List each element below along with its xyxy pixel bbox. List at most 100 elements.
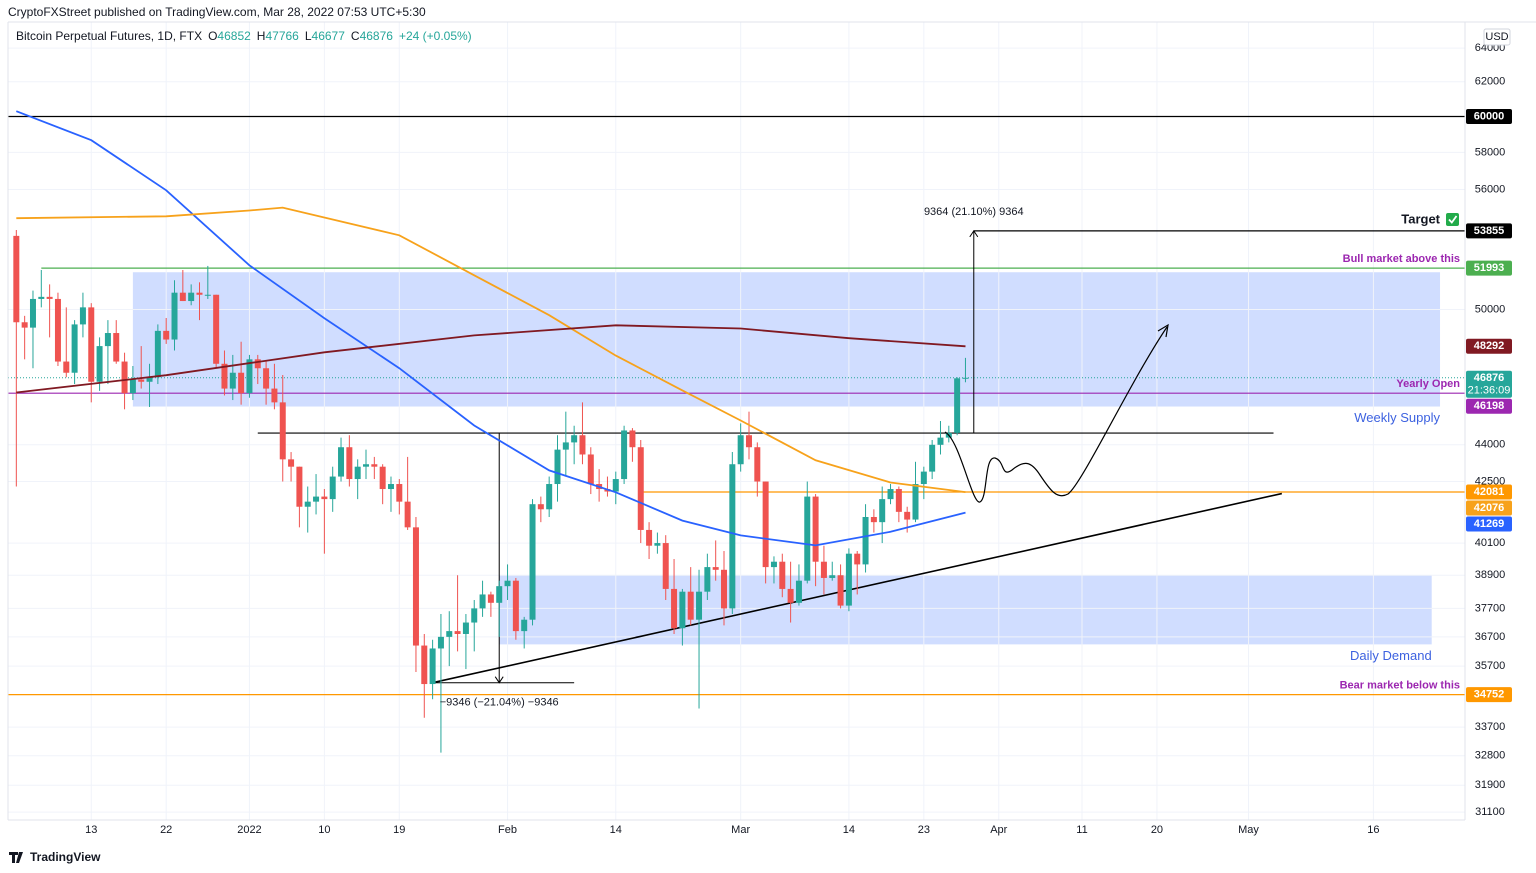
price-label-box — [1466, 516, 1512, 532]
candle-body — [354, 466, 361, 480]
candle-body — [146, 377, 153, 382]
target-label: Target — [1401, 211, 1440, 226]
candle-body — [646, 529, 653, 546]
candle-body — [179, 292, 186, 302]
candle-body — [829, 575, 836, 578]
candle-body — [296, 466, 303, 507]
candle-body — [529, 504, 536, 620]
candle-body — [770, 561, 777, 568]
x-tick-label: 19 — [393, 824, 405, 836]
projection-path — [944, 326, 1168, 503]
currency-box[interactable] — [1483, 28, 1511, 46]
candle-body — [63, 361, 70, 373]
candle-body — [762, 481, 769, 568]
text-layer: Weekly Supply Daily Demand 13 22 2022 10 19 Feb… — [85, 42, 1512, 836]
zone-label: Daily Demand — [1350, 648, 1432, 663]
zone-label: Weekly Supply — [1354, 410, 1440, 425]
close-value: 46876 — [360, 29, 394, 43]
candle-body — [363, 464, 370, 467]
candle-body — [795, 580, 802, 603]
candle-body — [870, 516, 877, 523]
price-label: 46198 — [1474, 400, 1505, 412]
check-icon — [1446, 213, 1459, 226]
candle-body — [471, 608, 478, 623]
price-label-box — [1466, 338, 1512, 354]
candle-body — [512, 580, 519, 632]
candle-body — [379, 466, 386, 490]
candle-body — [912, 484, 919, 520]
candle-body — [88, 307, 95, 382]
candle-body — [196, 292, 203, 295]
candle-body — [629, 430, 636, 448]
candle-body — [571, 435, 578, 443]
candle-body — [396, 484, 403, 502]
candle-body — [96, 346, 103, 382]
y-tick-label: 42500 — [1475, 475, 1506, 487]
candle-body — [213, 294, 220, 364]
candle-body — [496, 586, 503, 603]
price-label-box — [1466, 687, 1512, 703]
x-tick-label: 10 — [318, 824, 330, 836]
candle-body — [696, 591, 703, 620]
candle-body — [204, 294, 211, 296]
candle-body — [54, 298, 61, 362]
y-tick-label: 35700 — [1475, 660, 1506, 672]
moving-average — [16, 206, 966, 493]
logo-icon — [9, 852, 23, 863]
measure-label: −9346 (−21.04%) −9346 — [440, 697, 559, 709]
price-label-box — [1466, 108, 1512, 124]
candle-body — [462, 622, 469, 634]
y-tick-label: 36700 — [1475, 631, 1506, 643]
projection-arrowhead — [1157, 323, 1169, 338]
candle-body — [188, 292, 195, 302]
candle-body — [246, 359, 253, 394]
y-tick-label: 40100 — [1475, 537, 1506, 549]
candle-body — [421, 645, 428, 685]
candle-body — [812, 496, 819, 562]
ohlc-label: C — [351, 29, 360, 43]
candle-body — [837, 575, 844, 606]
candle-body — [562, 442, 569, 450]
open-value: 46852 — [217, 29, 251, 43]
y-tick-label: 38900 — [1475, 569, 1506, 581]
price-label: 42076 — [1474, 502, 1505, 514]
price-label: 51993 — [1474, 262, 1505, 274]
candle-body — [71, 324, 78, 373]
candle-body — [487, 594, 494, 603]
candle-body — [21, 322, 28, 328]
candle-body — [338, 447, 345, 477]
x-tick-label: Mar — [731, 824, 750, 836]
candle-body — [554, 449, 561, 485]
y-tick-label: 56000 — [1475, 183, 1506, 195]
price-label-box — [1466, 260, 1512, 276]
y-tick-label: 33700 — [1475, 721, 1506, 733]
x-tick-label: 14 — [843, 824, 855, 836]
price-label-box — [1466, 223, 1512, 239]
candle-body — [587, 454, 594, 485]
candle-body — [113, 333, 120, 362]
candle-body — [346, 447, 353, 480]
candle-body — [654, 543, 661, 546]
candle-body — [521, 619, 528, 632]
candle-body — [504, 580, 511, 587]
candle-body — [279, 402, 286, 460]
candle-body — [887, 489, 894, 500]
currency[interactable]: USD — [1485, 31, 1508, 43]
y-tick-label: 44000 — [1475, 439, 1506, 451]
candle-body — [429, 648, 436, 685]
countdown-label: 21:36:09 — [1468, 385, 1511, 397]
candle-body — [929, 444, 936, 472]
candle-body — [920, 471, 927, 485]
price-label: 41269 — [1474, 518, 1505, 530]
ma-layer — [15, 110, 966, 547]
candle-body — [662, 543, 669, 589]
candle-body — [937, 437, 944, 445]
candle-body — [845, 553, 852, 606]
y-tick-label: 58000 — [1475, 146, 1506, 158]
check-mark — [1448, 215, 1458, 224]
x-tick-label: 11 — [1076, 824, 1087, 836]
candle-body — [787, 588, 794, 603]
candle-body — [962, 377, 969, 379]
moving-average — [16, 324, 966, 394]
candle-body — [329, 476, 336, 500]
